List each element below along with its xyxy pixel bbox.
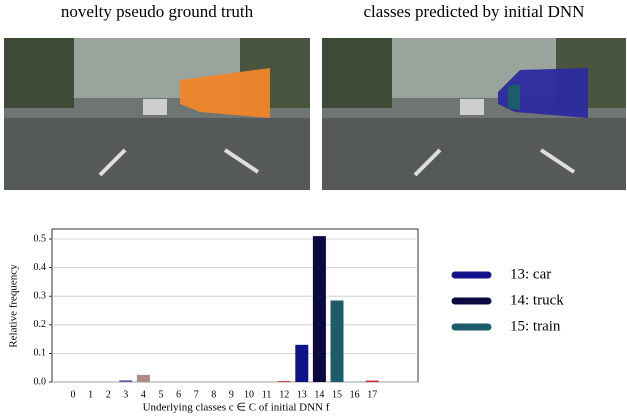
panel-caption: novelty pseudo ground truth bbox=[61, 2, 254, 21]
plot-frame bbox=[51, 228, 419, 383]
x-tick-label: 6 bbox=[176, 389, 181, 400]
y-tick-label: 0.3 bbox=[34, 291, 47, 302]
bar bbox=[295, 344, 309, 382]
bar bbox=[119, 380, 133, 382]
x-tick-label: 15 bbox=[332, 389, 342, 400]
legend-label: 14: truck bbox=[510, 292, 564, 308]
y-tick-label: 0.0 bbox=[34, 376, 47, 387]
y-tick-label: 0.5 bbox=[34, 233, 47, 244]
bar bbox=[312, 236, 326, 382]
x-tick-label: 1 bbox=[88, 389, 93, 400]
x-tick-label: 16 bbox=[350, 389, 360, 400]
x-tick-label: 12 bbox=[279, 389, 289, 400]
bar bbox=[330, 300, 344, 382]
x-tick-label: 14 bbox=[314, 389, 324, 400]
x-tick-label: 0 bbox=[71, 389, 76, 400]
x-axis-label: Underlying classes c ∈ C of initial DNN … bbox=[143, 402, 330, 414]
y-axis-label: Relative frequency bbox=[8, 264, 20, 348]
street-image bbox=[4, 38, 310, 190]
x-tick-label: 2 bbox=[106, 389, 111, 400]
y-tick-label: 0.1 bbox=[34, 348, 47, 359]
bar bbox=[136, 374, 150, 382]
street-image bbox=[322, 38, 626, 190]
x-tick-label: 4 bbox=[141, 389, 146, 400]
x-tick-label: 7 bbox=[194, 389, 199, 400]
y-tick-label: 0.4 bbox=[34, 262, 47, 273]
x-tick-label: 13 bbox=[297, 389, 307, 400]
x-tick-label: 11 bbox=[262, 389, 272, 400]
bar bbox=[277, 381, 291, 382]
x-tick-label: 10 bbox=[244, 389, 254, 400]
x-tick-label: 9 bbox=[229, 389, 234, 400]
x-tick-label: 17 bbox=[367, 389, 377, 400]
y-tick-label: 0.2 bbox=[34, 319, 47, 330]
x-tick-label: 8 bbox=[211, 389, 216, 400]
legend-label: 15: train bbox=[510, 318, 561, 334]
panel-caption: classes predicted by initial DNN bbox=[364, 2, 585, 21]
legend-label: 13: car bbox=[510, 266, 551, 282]
x-tick-label: 5 bbox=[159, 389, 164, 400]
x-tick-label: 3 bbox=[123, 389, 128, 400]
bar bbox=[365, 380, 379, 382]
